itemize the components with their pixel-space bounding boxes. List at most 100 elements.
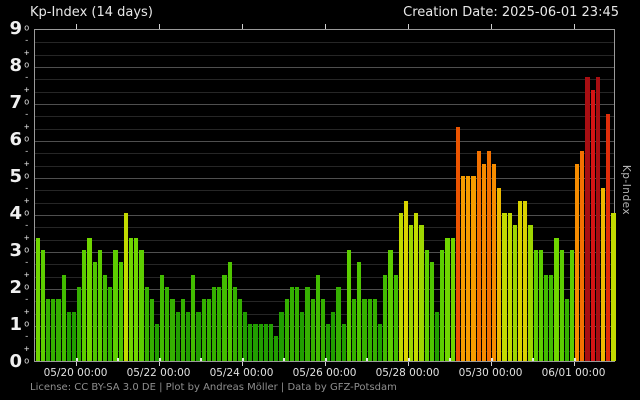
x-tick-label: 05/24 00:00 xyxy=(209,367,274,379)
kp-bar xyxy=(305,287,310,361)
kp-bar xyxy=(258,324,263,361)
gridline xyxy=(35,190,614,192)
y-tick-submark: o xyxy=(24,282,30,293)
kp-bar xyxy=(253,324,258,361)
kp-bar xyxy=(585,77,590,361)
kp-bar xyxy=(569,250,575,361)
gridline xyxy=(35,289,614,290)
kp-bar xyxy=(248,324,253,361)
gridline xyxy=(35,91,614,93)
gridline xyxy=(35,215,614,216)
y-tick-submark: + xyxy=(24,196,30,207)
kp-bar xyxy=(310,299,315,361)
x-tick-top xyxy=(75,24,77,29)
kp-bar xyxy=(320,299,326,361)
y-tick-number: 6 xyxy=(9,129,22,150)
gridline xyxy=(35,128,614,130)
kp-bar xyxy=(357,262,362,361)
kp-bar xyxy=(123,213,128,361)
kp-bar xyxy=(279,311,284,361)
kp-bar xyxy=(113,250,118,361)
kp-bar xyxy=(507,213,512,361)
kp-bar xyxy=(149,299,154,361)
kp-bar xyxy=(274,336,279,361)
kp-bar xyxy=(486,151,492,361)
day-boundary-tick xyxy=(200,358,202,361)
y-tick-submark: - xyxy=(24,294,30,305)
x-tick-top xyxy=(241,24,243,29)
y-tick-submark: + xyxy=(24,85,30,96)
kp-bar xyxy=(175,311,180,361)
kp-bar xyxy=(82,250,87,361)
kp-bar xyxy=(206,299,211,361)
kp-bar xyxy=(346,250,352,361)
kp-bar xyxy=(341,324,346,361)
gridline xyxy=(35,79,614,81)
kp-bar xyxy=(196,311,201,361)
kp-bar xyxy=(403,200,409,361)
kp-bar xyxy=(502,213,507,361)
kp-bar xyxy=(580,151,585,361)
kp-bar xyxy=(118,262,123,361)
day-boundary-tick xyxy=(75,358,78,361)
y-tick-submark: o xyxy=(24,319,30,330)
x-tick-label: 05/30 00:00 xyxy=(458,367,523,379)
kp-bar xyxy=(388,250,393,361)
y-tick-submark: - xyxy=(24,146,30,157)
kp-bar xyxy=(466,176,471,361)
gridline xyxy=(35,264,614,266)
gridline xyxy=(35,54,614,56)
day-boundary-tick xyxy=(117,358,119,361)
kp-bar xyxy=(144,287,149,361)
kp-bar xyxy=(362,299,367,361)
x-tick-top xyxy=(324,24,326,29)
kp-bar xyxy=(331,311,336,361)
kp-bar xyxy=(611,213,616,361)
kp-bar xyxy=(429,262,435,361)
y-tick-submark: o xyxy=(24,23,30,34)
kp-bar xyxy=(481,163,486,361)
kp-bar xyxy=(165,287,170,361)
gridline xyxy=(35,104,614,105)
y-tick-submark: o xyxy=(24,171,30,182)
day-boundary-tick xyxy=(366,358,368,361)
y-tick-submark: o xyxy=(24,97,30,108)
kp-bar xyxy=(97,250,103,361)
kp-bar xyxy=(237,299,243,361)
kp-bar xyxy=(538,250,543,361)
kp-bar xyxy=(103,274,108,361)
day-boundary-tick xyxy=(490,358,493,361)
y-tick-submark: o xyxy=(24,134,30,145)
kp-bar xyxy=(367,299,372,361)
y-tick-submark: + xyxy=(24,307,30,318)
kp-bar xyxy=(56,299,61,361)
kp-bar xyxy=(45,299,51,361)
kp-bar xyxy=(201,299,206,361)
kp-bar xyxy=(154,324,160,361)
gridline xyxy=(35,42,614,44)
kp-bar xyxy=(139,250,144,361)
gridline xyxy=(35,276,614,278)
kp-bar xyxy=(393,274,398,361)
x-tick-top xyxy=(158,24,160,29)
kp-bar xyxy=(71,311,77,361)
x-tick-bottom xyxy=(324,362,326,366)
kp-bar xyxy=(528,225,533,361)
kp-bar xyxy=(227,262,232,361)
x-tick-bottom xyxy=(490,362,492,366)
day-boundary-tick xyxy=(283,358,285,361)
y-tick-submark: - xyxy=(24,72,30,83)
kp-bar xyxy=(289,287,294,361)
kp-bar xyxy=(518,200,523,361)
kp-bar xyxy=(243,311,248,361)
x-tick-bottom xyxy=(407,362,409,366)
x-tick-bottom xyxy=(241,362,243,366)
day-boundary-tick xyxy=(407,358,410,361)
kp-bar xyxy=(554,237,559,361)
kp-bar xyxy=(543,274,549,361)
kp-bar xyxy=(66,311,71,361)
kp-bar xyxy=(512,225,518,361)
kp-bar xyxy=(497,188,502,361)
kp-bar xyxy=(409,225,414,361)
